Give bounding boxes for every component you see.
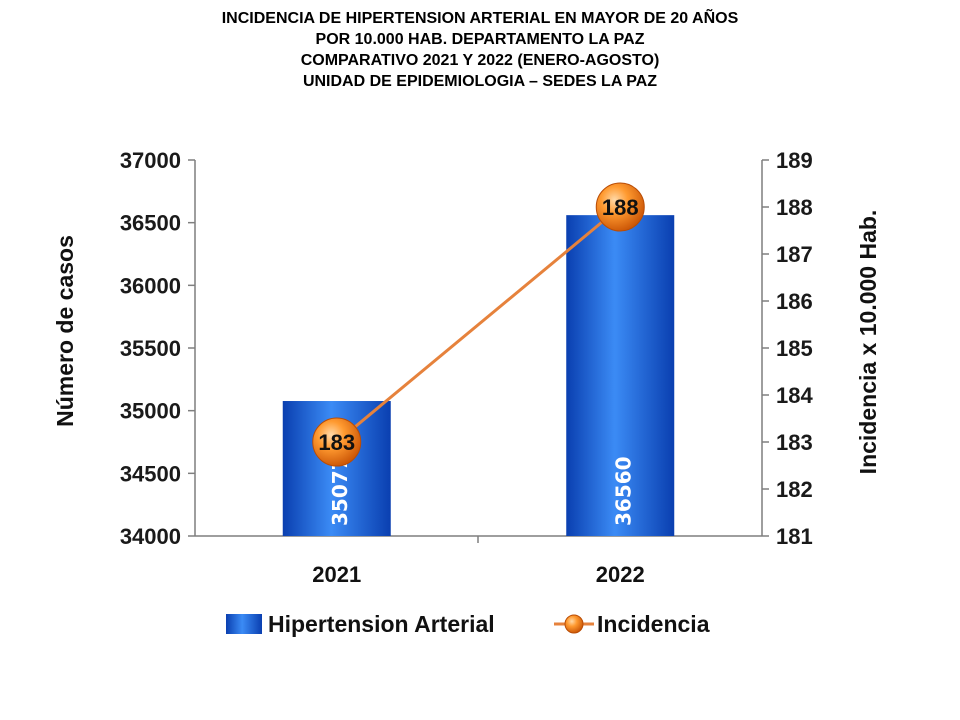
right-tick-label: 185: [776, 336, 813, 361]
right-tick-label: 187: [776, 242, 813, 267]
bar-series: [282, 215, 675, 536]
bar-value-label: 35077: [328, 456, 352, 526]
left-tick-label: 35000: [120, 399, 181, 424]
incidencia-point-label: 188: [602, 195, 639, 220]
incidencia-point-label: 183: [318, 430, 355, 455]
left-tick-label: 34000: [120, 524, 181, 549]
line-series: 183 188: [312, 182, 645, 467]
left-tick-label: 34500: [120, 461, 181, 486]
bar-value-labels: 35077 36560: [328, 456, 636, 526]
category-label: 2021: [312, 562, 361, 587]
right-tick-label: 182: [776, 477, 813, 502]
right-tick-label: 189: [776, 148, 813, 173]
legend-label-line: Incidencia: [597, 611, 710, 637]
legend-label-bars: Hipertension Arterial: [268, 611, 495, 637]
incidencia-line: [335, 205, 622, 444]
incidencia-marker: [312, 417, 362, 467]
category-label: 2022: [596, 562, 645, 587]
left-tick-label: 36000: [120, 273, 181, 298]
incidencia-marker: [595, 182, 645, 232]
legend-bar-swatch: [226, 614, 262, 634]
left-tick-label: 35500: [120, 336, 181, 361]
y-axis-title-left: Número de casos: [52, 235, 78, 427]
right-axis-ticks: 181 182 183 184 185 186 187 188 189: [762, 148, 813, 549]
y-axis-title-right: Incidencia x 10.000 Hab.: [855, 210, 881, 475]
title-line-3: COMPARATIVO 2021 Y 2022 (ENERO-AGOSTO): [300, 52, 660, 69]
legend-line-marker: [564, 614, 584, 634]
left-axis-ticks: 34000 34500 35000 35500 36000 36500 37000: [120, 148, 195, 549]
left-tick-label: 37000: [120, 148, 181, 173]
left-tick-label: 36500: [120, 211, 181, 236]
right-tick-label: 186: [776, 289, 813, 314]
bar-value-label: 36560: [611, 456, 635, 526]
title-line-1: INCIDENCIA DE HIPERTENSION ARTERIAL EN M…: [221, 10, 739, 27]
chart-title: INCIDENCIA DE HIPERTENSION ARTERIAL EN M…: [0, 8, 960, 92]
right-tick-label: 181: [776, 524, 813, 549]
legend: Hipertension Arterial Incidencia: [226, 611, 710, 637]
right-tick-label: 188: [776, 195, 813, 220]
right-tick-label: 184: [776, 383, 813, 408]
title-line-4: UNIDAD DE EPIDEMIOLOGIA – SEDES LA PAZ: [302, 73, 658, 90]
title-line-2: POR 10.000 HAB. DEPARTAMENTO LA PAZ: [315, 31, 645, 48]
category-labels: 2021 2022: [312, 562, 644, 587]
bar-2022: [566, 215, 675, 536]
right-tick-label: 183: [776, 430, 813, 455]
